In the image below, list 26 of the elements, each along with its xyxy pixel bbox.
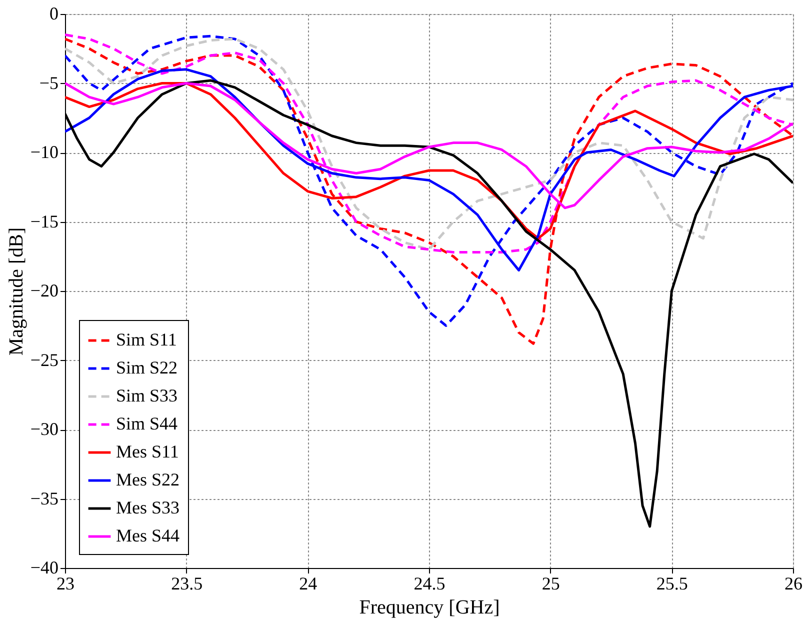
x-tick-label: 23.5 — [171, 574, 203, 594]
y-tick-label: −20 — [30, 280, 58, 300]
y-tick-label: 0 — [50, 4, 58, 24]
legend-label: Mes S33 — [116, 498, 180, 518]
y-tick-label: −5 — [39, 72, 58, 93]
legend-label: Sim S44 — [116, 414, 178, 434]
legend-label: Mes S22 — [116, 470, 180, 490]
legend-label: Sim S33 — [116, 386, 178, 406]
y-tick-label: −10 — [30, 142, 58, 162]
y-tick-label: −40 — [30, 558, 58, 578]
y-axis-title: Magnitude [dB] — [5, 227, 28, 356]
x-tick-label: 26 — [784, 574, 802, 594]
legend-label: Sim S11 — [116, 330, 177, 350]
x-tick-label: 23 — [56, 574, 74, 594]
x-tick-label: 24.5 — [414, 574, 446, 594]
legend-label: Sim S22 — [116, 358, 178, 378]
y-tick-label: −30 — [30, 419, 58, 439]
y-tick-label: −35 — [30, 488, 58, 508]
legend-label: Mes S44 — [116, 526, 180, 546]
legend-label: Mes S11 — [116, 442, 179, 462]
x-tick-label: 25 — [542, 574, 560, 594]
x-tick-label: 24 — [299, 574, 318, 594]
y-tick-label: −15 — [30, 211, 58, 232]
x-tick-label: 25.5 — [656, 574, 688, 594]
x-axis-title: Frequency [GHz] — [359, 596, 500, 618]
y-tick-label: −25 — [30, 350, 58, 370]
